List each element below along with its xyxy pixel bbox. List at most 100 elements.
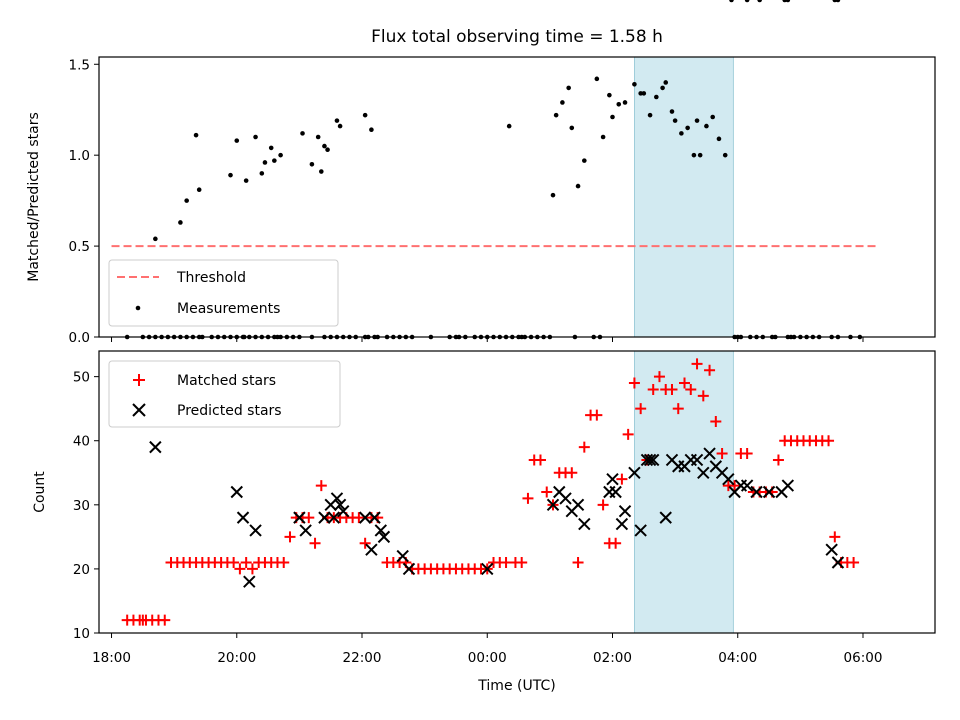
bottom-legend: Matched stars Predicted stars — [108, 360, 341, 428]
predicted-star-point — [659, 511, 672, 524]
measurement-point — [234, 138, 240, 143]
predicted-star-point — [293, 511, 306, 524]
matched-star-point — [359, 537, 371, 549]
measurement-point — [610, 114, 615, 120]
matched-star-point — [685, 383, 697, 395]
predicted-star-point — [750, 485, 763, 499]
predicted-star-point — [402, 562, 416, 576]
measurement-point — [259, 171, 265, 176]
predicted-star-point — [333, 498, 347, 512]
bottom-y-axis-label: Count — [32, 471, 48, 513]
predicted-star-point — [603, 485, 616, 499]
x-tick-label: 22:00 — [343, 650, 382, 666]
predicted-star-point — [337, 505, 350, 518]
x-tick-label: 02:00 — [593, 650, 632, 666]
measurement-point — [757, 0, 762, 3]
predicted-star-point — [546, 498, 560, 512]
matched-star-point — [729, 480, 741, 492]
matched-star-point — [228, 557, 240, 568]
measurement-point — [322, 143, 327, 149]
matched-star-point — [541, 486, 553, 498]
measurement-point — [553, 112, 559, 118]
matched-star-point — [823, 435, 835, 447]
matched-star-point — [672, 403, 684, 415]
matched-star-point — [597, 499, 609, 511]
top-y-tick-label: 0.5 — [69, 239, 90, 255]
predicted-star-point — [396, 549, 409, 563]
measurement-point — [550, 192, 556, 198]
legend-threshold-label: Threshold — [176, 270, 246, 286]
measurement-point — [835, 0, 841, 3]
measurement-point — [582, 158, 587, 163]
legend-predicted-label: Predicted stars — [177, 403, 282, 419]
predicted-star-point — [643, 453, 657, 467]
predicted-star-point — [230, 485, 243, 499]
predicted-star-point — [374, 524, 388, 537]
matched-star-point — [710, 416, 722, 427]
matched-star-point — [246, 563, 258, 575]
measurement-point — [228, 172, 233, 178]
measurement-point — [722, 152, 728, 158]
bottom-y-tick-label: 40 — [73, 434, 90, 450]
top-y-tick-label: 1.5 — [69, 57, 90, 73]
measurement-point — [566, 85, 571, 91]
measurement-point — [622, 100, 628, 105]
matched-star-point — [278, 557, 290, 568]
matched-star-point — [622, 428, 634, 440]
bottom-panel: 10 20 30 40 50 18:00 20:00 22:00 00:00 02:00 04:0… — [32, 350, 936, 694]
matched-star-point — [848, 557, 860, 568]
measurement-point — [272, 158, 277, 163]
matched-star-point — [566, 467, 578, 479]
measurement-point — [710, 114, 715, 120]
measurement-point — [334, 118, 340, 123]
matched-star-point — [679, 377, 691, 389]
measurement-point — [641, 91, 647, 96]
matched-star-point — [591, 409, 603, 421]
predicted-star-point — [578, 517, 591, 531]
measurement-point — [184, 198, 189, 203]
matched-star-point — [309, 537, 321, 549]
top-y-axis: 0.0 0.5 1.0 1.5 — [69, 57, 99, 346]
matched-star-point — [353, 512, 365, 524]
predicted-star-point — [697, 466, 710, 479]
predicted-star-point — [249, 524, 262, 537]
legend-measurements-swatch — [135, 305, 141, 311]
measurement-point — [716, 136, 722, 142]
x-tick-label: 18:00 — [92, 650, 131, 666]
matched-star-point — [628, 377, 640, 389]
matched-star-point — [522, 492, 534, 504]
predicted-star-point — [831, 556, 845, 569]
predicted-star-point — [628, 466, 641, 479]
matched-star-point — [635, 403, 647, 415]
matched-star-point — [159, 614, 171, 626]
predicted-star-point — [327, 511, 341, 524]
matched-star-point — [500, 557, 512, 568]
matched-star-point — [578, 441, 590, 453]
measurement-point — [575, 183, 581, 189]
measurement-point — [196, 187, 202, 193]
measurement-point — [694, 118, 700, 123]
matched-star-point — [616, 473, 628, 485]
predicted-star-point — [149, 440, 162, 454]
predicted-star-point — [236, 511, 250, 524]
x-tick-label: 00:00 — [468, 650, 507, 666]
predicted-star-point — [825, 543, 838, 556]
bottom-y-axis: 10 20 30 40 50 — [73, 370, 99, 642]
x-axis-label: Time (UTC) — [477, 678, 555, 694]
matched-star-point — [772, 454, 784, 466]
measurement-point — [785, 0, 791, 3]
measurement-point — [243, 178, 249, 183]
predicted-star-point — [377, 530, 391, 544]
measurement-point — [691, 152, 697, 158]
bottom-legend-box — [108, 360, 341, 428]
bottom-y-tick-label: 50 — [73, 370, 90, 386]
measurement-point — [315, 134, 321, 140]
top-highlight-span — [634, 56, 734, 338]
predicted-star-point — [368, 511, 381, 524]
predicted-star-point — [243, 575, 256, 588]
measurement-point — [369, 127, 374, 133]
bottom-highlight-span — [634, 350, 734, 634]
x-tick-label: 04:00 — [718, 650, 757, 666]
predicted-star-point — [634, 524, 647, 537]
